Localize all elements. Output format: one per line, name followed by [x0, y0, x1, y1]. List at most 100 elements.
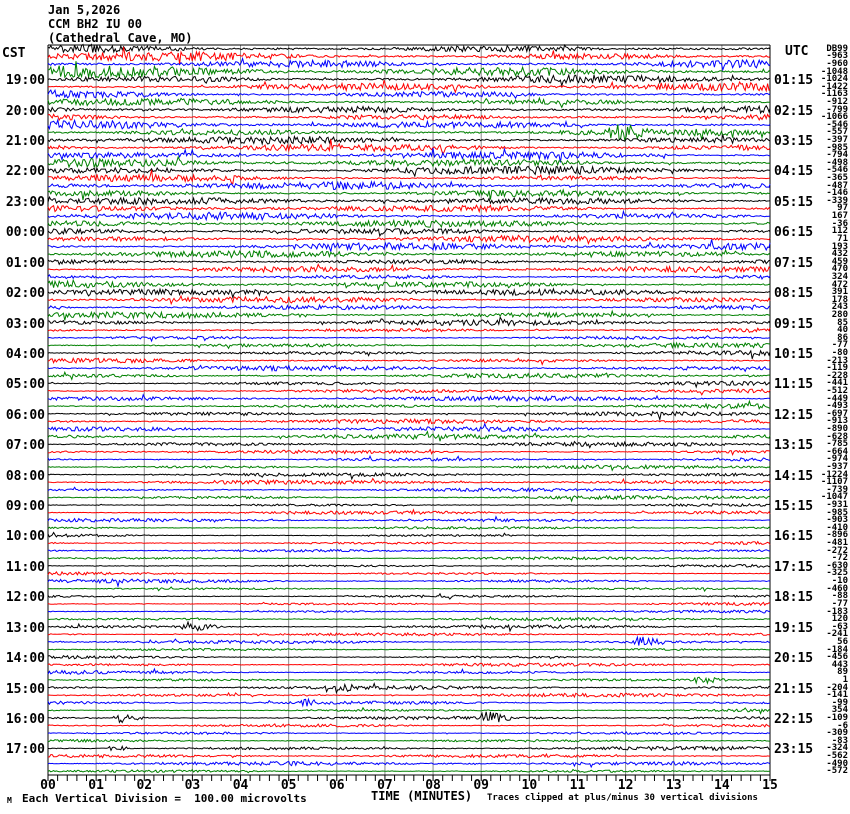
trace-offset-value: -449 — [826, 393, 848, 404]
trace-offset-value: -83 — [831, 735, 848, 746]
trace-offset-value: -72 — [831, 553, 848, 564]
trace-row-33 — [47, 294, 771, 306]
trace-row-34 — [47, 303, 771, 311]
trace-offset-value: 432 — [831, 249, 848, 260]
utc-hour-label: 20:15 — [774, 651, 814, 667]
trace-offset-value: -903 — [826, 515, 848, 526]
cst-hour-label: 03:00 — [5, 316, 45, 332]
trace-offset-value: -325 — [826, 568, 848, 579]
trace-row-64 — [47, 531, 771, 538]
utc-hour-label: 04:15 — [774, 164, 814, 180]
header-date: Jan 5,2026 — [48, 3, 121, 17]
cst-hour-label: 00:00 — [5, 225, 45, 241]
trace-row-49 — [47, 417, 771, 425]
trace-row-88 — [47, 711, 771, 724]
trace-offset-value: 459 — [831, 256, 848, 267]
trace-offset-value: -498 — [826, 157, 848, 168]
trace-row-40 — [47, 349, 771, 359]
trace-row-77 — [47, 631, 771, 637]
trace-offset-value: -456 — [826, 652, 848, 663]
x-axis-label: 15 — [762, 778, 778, 793]
trace-row-67 — [47, 556, 771, 561]
trace-row-36 — [47, 316, 771, 327]
trace-offset-value: 56 — [837, 636, 848, 647]
trace-offset-value: 71 — [837, 233, 848, 244]
trace-offset-value: -931 — [826, 500, 848, 511]
scale-note: Each Vertical Division = 100.00 microvol… — [22, 792, 307, 805]
cst-hour-label: 22:00 — [5, 164, 45, 180]
trace-offset-value: -794 — [826, 150, 848, 161]
cst-hour-label: 09:00 — [5, 499, 45, 515]
trace-row-79 — [48, 647, 771, 652]
trace-row-27 — [47, 248, 771, 259]
trace-row-24 — [47, 226, 771, 238]
trace-row-46 — [47, 393, 771, 403]
trace-row-32 — [47, 287, 770, 300]
cst-hour-label: 20:00 — [5, 103, 45, 119]
trace-row-25 — [47, 234, 771, 245]
x-axis-label: 10 — [521, 778, 538, 793]
trace-row-87 — [47, 706, 771, 715]
trace-offset-value: -557 — [826, 127, 848, 138]
cst-hour-label: 10:00 — [5, 529, 45, 545]
trace-offset-value: -339 — [826, 195, 848, 206]
trace-row-2 — [47, 56, 771, 72]
trace-row-30 — [47, 274, 771, 281]
trace-row-22 — [47, 209, 771, 222]
trace-offset-value: -77 — [831, 340, 848, 351]
cst-hour-label: 02:00 — [5, 286, 45, 302]
trace-offset-value: -799 — [826, 104, 848, 115]
trace-offset-value: -272 — [826, 545, 848, 556]
trace-offset-value: 120 — [831, 614, 848, 625]
x-axis-label: 09 — [473, 778, 490, 793]
trace-offset-value: -546 — [826, 119, 848, 130]
trace-row-21 — [47, 204, 771, 214]
trace-row-42 — [47, 364, 771, 373]
utc-hour-label: 23:15 — [774, 742, 814, 758]
trace-offset-value: 97 — [837, 203, 848, 214]
x-axis-label: 05 — [280, 778, 297, 793]
x-axis-label: 03 — [184, 778, 201, 793]
trace-row-29 — [47, 263, 771, 274]
x-axis-label: 06 — [328, 778, 345, 793]
cst-hour-label: 12:00 — [5, 590, 45, 606]
utc-hour-label: 17:15 — [774, 559, 814, 575]
utc-hour-label: 05:15 — [774, 194, 814, 210]
trace-row-76 — [47, 620, 771, 633]
trace-offset-value: 193 — [831, 241, 848, 252]
trace-offset-value: -974 — [826, 454, 848, 465]
trace-offset-value: -77 — [831, 598, 848, 609]
trace-row-68 — [47, 563, 771, 568]
trace-offset-value: -1066 — [820, 112, 848, 123]
trace-row-60 — [47, 502, 771, 507]
trace-row-92 — [47, 745, 771, 752]
trace-row-59 — [47, 494, 771, 503]
trace-row-31 — [47, 278, 771, 292]
trace-row-14 — [47, 147, 771, 163]
trace-row-52 — [47, 440, 771, 449]
cst-hour-label: 07:00 — [5, 438, 45, 454]
trace-row-83 — [47, 676, 771, 685]
trace-row-66 — [48, 548, 771, 553]
trace-offset-value: -487 — [826, 180, 848, 191]
trace-row-75 — [47, 615, 771, 622]
trace-offset-value: -963 — [826, 51, 848, 62]
trace-row-10 — [47, 118, 771, 131]
utc-hour-label: 08:15 — [774, 286, 814, 302]
trace-row-71 — [47, 586, 771, 593]
trace-offset-value: 112 — [831, 226, 848, 237]
trace-offset-value: -630 — [826, 560, 848, 571]
x-axis-label: 02 — [136, 778, 153, 793]
trace-row-13 — [47, 139, 771, 156]
trace-row-74 — [47, 609, 771, 614]
trace-offset-value: -88 — [831, 591, 848, 602]
trace-row-4 — [47, 73, 770, 88]
trace-offset-value: 178 — [831, 294, 848, 305]
trace-offset-value: 324 — [831, 271, 848, 282]
trace-offset-value: 391 — [831, 287, 848, 298]
trace-row-37 — [47, 327, 771, 334]
trace-row-12 — [47, 134, 771, 146]
cst-hour-label: 11:00 — [5, 559, 45, 575]
trace-row-69 — [47, 570, 771, 576]
trace-row-26 — [47, 239, 771, 254]
